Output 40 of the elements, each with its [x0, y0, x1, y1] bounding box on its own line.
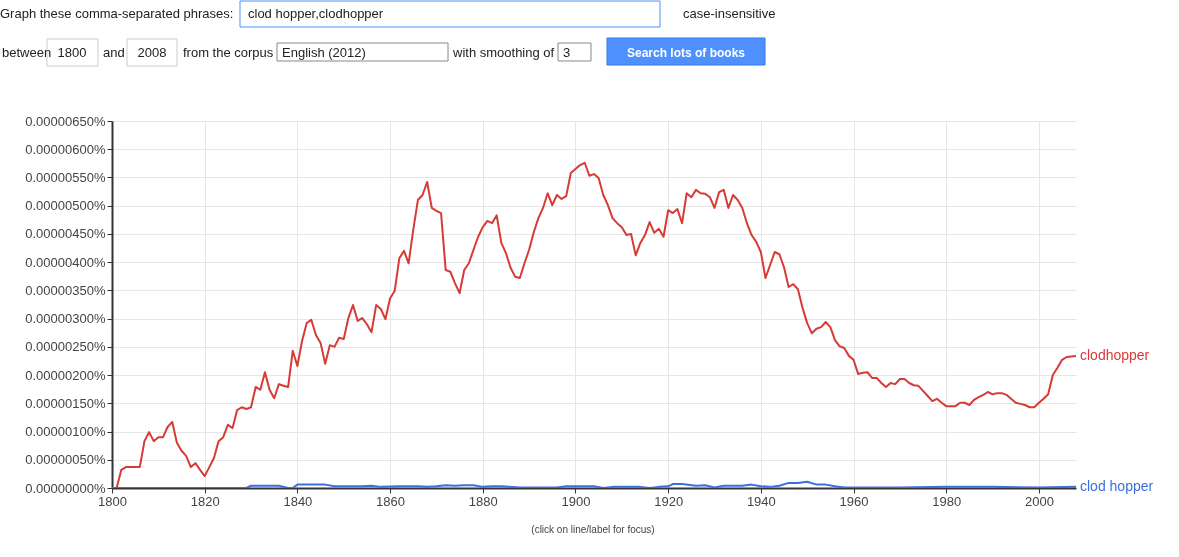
- text: from the corpus: [183, 45, 274, 60]
- x-tick-label: 1820: [190, 493, 220, 509]
- text: and: [103, 45, 125, 60]
- text: Search lots of books: [626, 46, 746, 60]
- text: 2008: [137, 45, 167, 60]
- y-tick-label: 0.00000200%: [25, 367, 106, 383]
- x-tick-label: 1920: [654, 493, 684, 509]
- y-tick-label: 0.00000250%: [25, 339, 106, 355]
- y-tick-label: 0.00000400%: [25, 254, 106, 270]
- text: case-insensitive: [683, 6, 776, 21]
- y-tick-label: 0.00000150%: [25, 395, 106, 411]
- text: clod hopper,clodhopper: [248, 6, 384, 21]
- x-tick-label: 1840: [283, 493, 313, 509]
- y-tick-label: 0.00000650%: [25, 113, 106, 129]
- x-tick-label: 1980: [932, 493, 962, 509]
- x-tick-label: 1940: [746, 493, 776, 509]
- x-tick-label: 1960: [839, 493, 869, 509]
- y-tick-label: 0.00000100%: [25, 424, 106, 440]
- y-tick-label: 0.00000450%: [25, 226, 106, 242]
- text: 1800: [57, 45, 87, 60]
- y-tick-label: 0.00000050%: [25, 452, 106, 468]
- y-tick-label: 0.00000300%: [25, 311, 106, 327]
- x-tick-label: 1800: [98, 493, 127, 509]
- text: English (2012): [282, 45, 366, 60]
- series-label: clodhopper: [1080, 346, 1150, 363]
- series-label: clod hopper: [1080, 477, 1154, 494]
- x-tick-label: 1880: [468, 493, 498, 509]
- y-tick-label: 0.00000600%: [25, 141, 106, 157]
- text: with smoothing of: [452, 45, 555, 60]
- y-tick-label: 0.00000350%: [25, 282, 106, 298]
- y-tick-label: 0.00000000%: [25, 480, 106, 496]
- text: between: [2, 45, 52, 60]
- text: Graph these comma-separated phrases:: [0, 6, 234, 21]
- y-tick-label: 0.00000550%: [25, 169, 106, 185]
- x-tick-label: 2000: [1024, 493, 1054, 509]
- x-tick-label: 1860: [376, 493, 406, 509]
- x-tick-label: 1900: [561, 493, 591, 509]
- y-tick-label: 0.00000500%: [25, 198, 106, 214]
- text: 3: [563, 45, 571, 60]
- text: (click on line/label for focus): [531, 524, 655, 535]
